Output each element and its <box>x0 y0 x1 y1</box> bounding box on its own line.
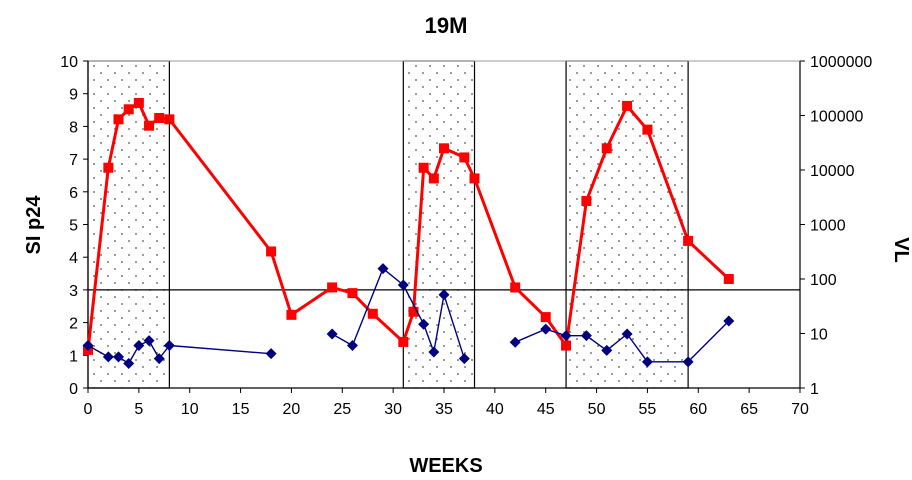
si-point <box>377 263 389 275</box>
y-left-tick-label: 1 <box>69 348 78 365</box>
vl-point <box>469 173 480 184</box>
si-point <box>133 339 145 351</box>
x-tick-label: 30 <box>384 401 402 418</box>
shaded-periods <box>87 60 689 389</box>
si-point <box>163 339 175 351</box>
si-point <box>428 346 440 358</box>
si-point <box>560 330 572 342</box>
y-left-tick-label: 3 <box>69 283 78 300</box>
si-point <box>82 339 94 351</box>
vl-point <box>164 114 175 125</box>
vl-point <box>510 282 521 293</box>
x-tick-label: 60 <box>689 401 707 418</box>
vl-point <box>540 312 551 323</box>
x-tick-label: 5 <box>134 401 143 418</box>
si-series-line <box>331 267 465 359</box>
vl-point <box>103 162 114 173</box>
vl-point <box>581 195 592 206</box>
x-tick-label: 45 <box>537 401 555 418</box>
x-tick-label: 0 <box>84 401 93 418</box>
y-left-tick-label: 8 <box>69 119 78 136</box>
y-right-tick-label: 10000 <box>810 163 855 180</box>
x-tick-label: 55 <box>639 401 657 418</box>
vl-point <box>428 173 439 184</box>
x-tick-label: 70 <box>791 401 809 418</box>
si-point <box>153 353 165 365</box>
x-tick-label: 20 <box>283 401 301 418</box>
si-point <box>123 357 135 369</box>
vl-point <box>154 112 165 123</box>
vl-point <box>561 340 572 351</box>
si-point <box>621 328 633 340</box>
series <box>82 97 735 369</box>
si-point <box>580 330 592 342</box>
si-point <box>143 335 155 347</box>
si-point <box>326 328 338 340</box>
vl-point <box>398 336 409 347</box>
y-right-tick-label: 10 <box>810 327 828 344</box>
vl-point <box>683 235 694 246</box>
si-point <box>265 348 277 360</box>
y-left-tick-label: 5 <box>69 218 78 235</box>
si-point <box>641 356 653 368</box>
x-tick-label: 65 <box>740 401 758 418</box>
si-point <box>397 279 409 291</box>
vl-point <box>642 124 653 135</box>
x-tick-label: 25 <box>333 401 351 418</box>
vl-point <box>123 104 134 115</box>
shaded-period-1 <box>402 60 476 389</box>
vl-point <box>418 162 429 173</box>
vl-point <box>347 288 358 299</box>
vl-point <box>144 120 155 131</box>
si-point <box>509 336 521 348</box>
y-left-tick-label: 9 <box>69 87 78 104</box>
x-tick-label: 15 <box>232 401 250 418</box>
y-left-tick-label: 7 <box>69 152 78 169</box>
y-right-tick-label: 1000 <box>810 218 846 235</box>
y-right-tick-label: 100000 <box>810 109 863 126</box>
si-point <box>723 315 735 327</box>
si-point <box>601 344 613 356</box>
si-point <box>682 356 694 368</box>
y-left-tick-label: 10 <box>60 54 78 71</box>
si-point <box>540 323 552 335</box>
vl-point <box>266 246 277 257</box>
vl-point <box>622 100 633 111</box>
vl-point <box>439 143 449 154</box>
vl-point <box>327 282 338 293</box>
vl-point <box>408 306 419 317</box>
y-right-tick-label: 1 <box>810 381 819 398</box>
vl-point <box>723 274 734 284</box>
x-tick-label: 10 <box>181 401 199 418</box>
chart-title: 19M <box>425 13 468 38</box>
si-point <box>102 351 114 363</box>
vl-point <box>133 97 144 108</box>
tick-labels: 0 5 10 15 20 25 30 35 40 45 50 55 60 65 70012345678910… <box>60 54 872 418</box>
vl-point <box>113 114 124 125</box>
si-point <box>418 318 430 330</box>
x-axis-title: WEEKS <box>409 455 482 477</box>
si-point <box>458 353 470 365</box>
x-tick-label: 50 <box>588 401 606 418</box>
vl-point <box>367 308 378 319</box>
y-right-tick-label: 100 <box>810 272 837 289</box>
vl-point <box>286 309 297 320</box>
si-point <box>346 339 358 351</box>
y-axis-right-title: VL <box>890 237 912 263</box>
x-tick-label: 40 <box>486 401 504 418</box>
vl-point <box>601 143 612 154</box>
y-left-tick-label: 4 <box>69 250 78 267</box>
y-left-tick-label: 0 <box>69 381 78 398</box>
y-left-tick-label: 6 <box>69 185 78 202</box>
vl-point <box>459 152 470 163</box>
x-tick-label: 35 <box>435 401 453 418</box>
si-point <box>113 351 125 363</box>
y-axis-left-title: SI p24 <box>23 195 45 255</box>
si-point <box>438 289 450 301</box>
y-left-tick-label: 2 <box>69 316 78 333</box>
y-right-tick-label: 1000000 <box>810 54 872 71</box>
